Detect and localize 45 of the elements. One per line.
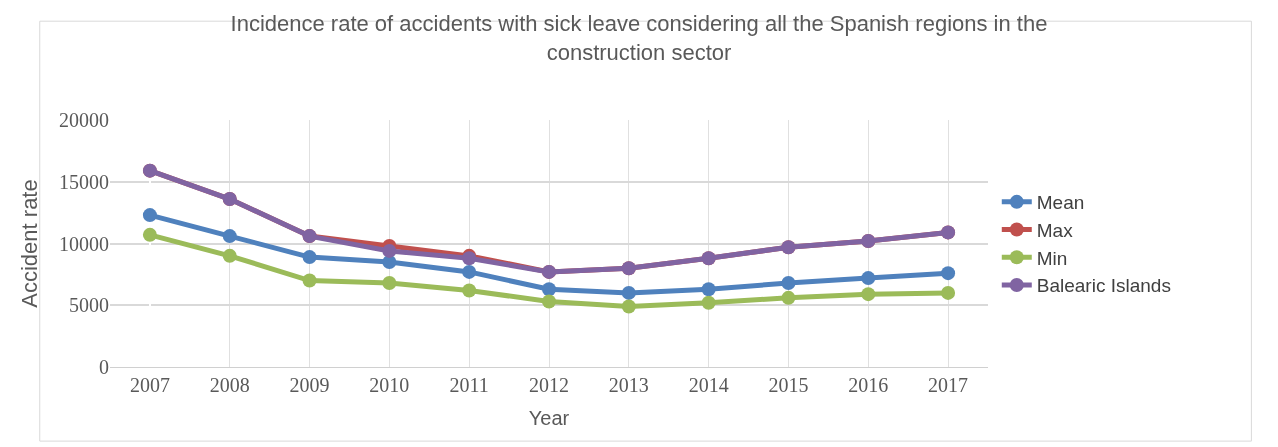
y-tick-label: 0: [99, 356, 109, 378]
point: [941, 266, 956, 281]
legend-label: Balearic Islands: [1036, 275, 1171, 297]
y-tick-label: 10000: [59, 232, 109, 255]
point: [941, 285, 956, 300]
y-tick-label: 20000: [59, 109, 109, 131]
point: [542, 282, 556, 297]
x-tick-label: 2009: [289, 374, 330, 396]
x-tick-label: 2015: [768, 374, 809, 396]
point: [462, 264, 477, 279]
point: [621, 299, 636, 314]
x-axis-title: Year: [528, 406, 570, 429]
x-tick-label: 2016: [848, 374, 889, 396]
y-tick-label: 5000: [69, 294, 109, 317]
point: [222, 229, 237, 244]
x-tick-label: 2013: [608, 374, 649, 396]
point: [701, 295, 716, 310]
y-tick-label: 15000: [59, 170, 109, 193]
point: [701, 282, 716, 297]
point: [142, 227, 157, 242]
x-tick-label: 2010: [369, 374, 410, 396]
y-axis-title: Accident rate: [16, 179, 42, 308]
point: [621, 285, 636, 300]
point: [382, 276, 397, 291]
point: [542, 294, 556, 309]
x-tick-label: 2007: [129, 374, 170, 396]
legend-label: Max: [1036, 219, 1074, 241]
x-tick-label: 2014: [688, 374, 729, 396]
x-tick-label: 2011: [449, 374, 489, 396]
x-tick-label: 2012: [529, 374, 569, 396]
point: [861, 271, 876, 286]
x-tick-label: 2017: [928, 374, 969, 396]
point: [382, 243, 397, 258]
legend-label: Mean: [1036, 192, 1085, 214]
point: [302, 250, 317, 265]
point: [222, 248, 237, 263]
point: [781, 276, 796, 291]
point: [781, 290, 796, 305]
chart-title: Incidence rate of accidents with sick leave considering all the Spanish regions in the construction sector: [230, 11, 1048, 65]
point: [861, 287, 876, 302]
legend-label: Min: [1036, 247, 1068, 269]
point: [462, 283, 477, 298]
point: [302, 273, 317, 288]
x-tick-label: 2008: [209, 374, 250, 396]
point: [142, 208, 157, 223]
